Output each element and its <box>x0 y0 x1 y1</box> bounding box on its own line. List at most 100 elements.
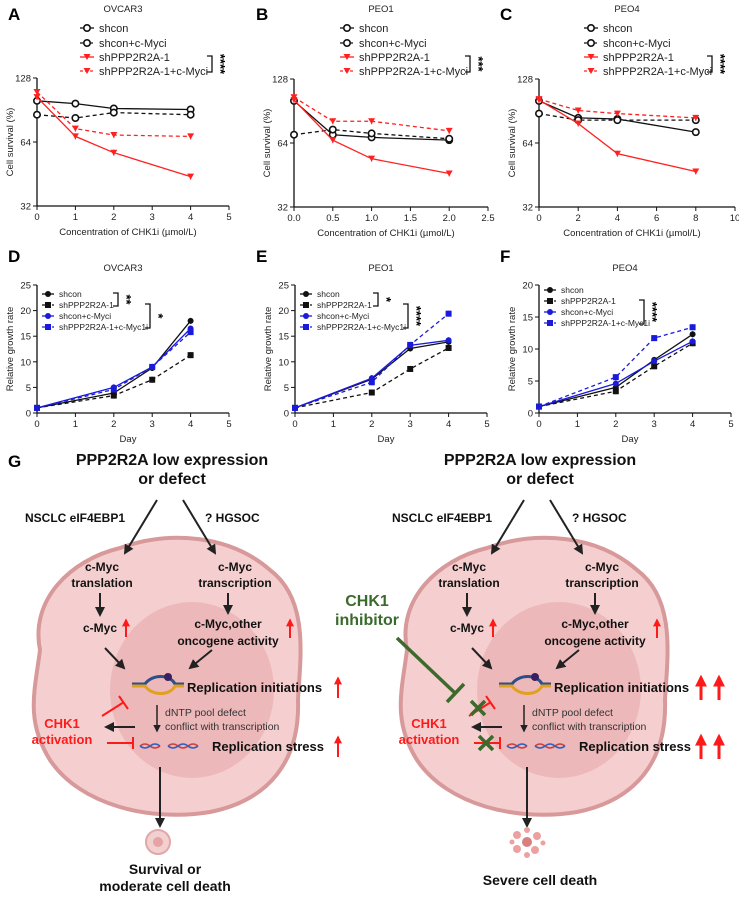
legend-label: shcon+c-Myci <box>317 311 369 321</box>
series-line <box>294 347 449 409</box>
y-tick-label: 25 <box>20 281 31 292</box>
x-tick-label: 4 <box>446 419 451 430</box>
data-point <box>368 389 375 396</box>
chart-panel-d: 0 1 2 3 4 5 0 5 10 15 20 25 Day Relative growth rate O… <box>5 263 232 445</box>
legend-label: shcon <box>561 285 584 295</box>
significance-stars: ** <box>119 294 134 305</box>
chk1-activation-label-1: CHK1 <box>411 716 446 731</box>
x-tick-label: 3 <box>150 212 155 223</box>
branch-hgsoc: ? HGSOC <box>572 511 627 525</box>
x-tick-label: 5 <box>226 419 231 430</box>
double-up-arrow-icon <box>695 733 725 759</box>
series-shppp2r2a-1-c-myci <box>290 94 453 134</box>
legend-label: shPPP2R2A-1+c-Myc1i <box>59 322 148 332</box>
arrow <box>104 647 126 670</box>
legend-label: shPPP2R2A-1+c-Myc1i <box>317 322 406 332</box>
data-point <box>692 168 700 175</box>
data-point <box>692 114 700 121</box>
x-tick-label: 3 <box>150 419 155 430</box>
branch-nsclc: NSCLC eIF4EBP1 <box>25 511 125 525</box>
data-point <box>691 128 700 137</box>
x-tick-label: 6 <box>654 213 659 224</box>
x-tick-label: 0.0 <box>287 213 300 224</box>
legend-marker <box>45 313 51 319</box>
series-shcon-c-myci <box>292 337 452 411</box>
transcription-label-1: c-Myc <box>585 560 619 574</box>
y-axis-label: Cell survival (%) <box>5 108 16 177</box>
arrow <box>549 499 584 555</box>
x-tick-label: 1 <box>73 212 78 223</box>
x-tick-label: 5 <box>484 419 489 430</box>
x-tick-label: 5 <box>728 419 733 430</box>
series-line <box>538 99 696 173</box>
series-line <box>538 100 696 133</box>
series-shcon <box>536 331 696 410</box>
x-tick-label: 0 <box>536 419 541 430</box>
cell-nucleus-icon <box>153 837 163 847</box>
legend-marker <box>547 298 553 304</box>
data-point <box>613 116 622 125</box>
series-shppp2r2a-1-c-myc1i <box>34 329 194 411</box>
y-tick-label: 64 <box>522 139 533 150</box>
series-line <box>294 313 450 409</box>
y-tick-label: 32 <box>522 203 533 214</box>
legend-marker <box>303 324 309 330</box>
y-tick-label: 10 <box>522 345 533 356</box>
x-axis-label: Concentration of CHK1i (µmol/L) <box>59 227 196 238</box>
significance-stars: * <box>379 297 394 303</box>
translation-label-1: c-Myc <box>452 560 486 574</box>
significance-bracket <box>707 55 713 73</box>
legend-label: shPPP2R2A-1 <box>99 52 170 64</box>
series-line <box>538 342 693 408</box>
oncogene-label-1: c-Myc,other <box>194 617 262 631</box>
legend-marker <box>83 68 91 74</box>
branch-hgsoc: ? HGSOC <box>205 511 260 525</box>
x-tick-label: 2 <box>111 419 116 430</box>
series-shppp2r2a-1 <box>33 94 195 180</box>
series-line <box>294 341 449 409</box>
x-tick-label: 2 <box>111 212 116 223</box>
data-point <box>110 386 117 393</box>
outcome-label-2: moderate cell death <box>99 878 231 894</box>
chart-panel-c: 0 2 4 6 8 10 32 64 128 Concentration of CHK1i (µm… <box>507 4 739 239</box>
data-point <box>534 109 543 118</box>
significance-bracket <box>465 55 471 73</box>
data-point <box>109 108 118 117</box>
data-point <box>187 133 195 140</box>
x-tick-label: 0.5 <box>326 213 339 224</box>
legend-marker <box>547 287 553 293</box>
blocked-x-icon <box>469 699 495 752</box>
legend-marker <box>83 23 92 32</box>
legend-marker <box>343 68 351 74</box>
data-point <box>368 118 376 125</box>
chart-title: PEO4 <box>612 263 637 274</box>
legend-label: shPPP2R2A-1 <box>603 52 674 64</box>
x-tick-label: 8 <box>693 213 698 224</box>
x-axis-label: Day <box>120 434 137 445</box>
legend-marker <box>303 313 309 319</box>
series-line <box>36 96 191 178</box>
data-point <box>407 365 414 372</box>
transcription-label-2: transcription <box>565 576 638 590</box>
significance-stars: **** <box>645 302 660 323</box>
dntp-label-1: dNTP pool defect <box>532 707 613 719</box>
significance-bracket <box>639 299 645 325</box>
series-line <box>36 320 192 409</box>
y-tick-label: 0 <box>528 409 533 420</box>
arrow <box>490 499 525 555</box>
legend-label: shcon+c-Myci <box>603 38 671 50</box>
x-tick-label: 2 <box>369 419 374 430</box>
data-point <box>651 358 658 365</box>
series-shppp2r2a-1-c-myc1i <box>536 324 696 410</box>
legend-label: shPPP2R2A-1+c-Myci <box>359 66 468 78</box>
series-shcon-c-myci <box>289 125 454 143</box>
x-axis-label: Day <box>622 434 639 445</box>
series-line <box>294 339 449 409</box>
chk1-activation-label-2: activation <box>32 732 93 747</box>
data-point <box>445 344 452 351</box>
legend-marker <box>303 291 309 297</box>
panel-letter-c: C <box>500 5 512 24</box>
data-point <box>407 341 414 348</box>
dntp-label-1: dNTP pool defect <box>165 707 246 719</box>
